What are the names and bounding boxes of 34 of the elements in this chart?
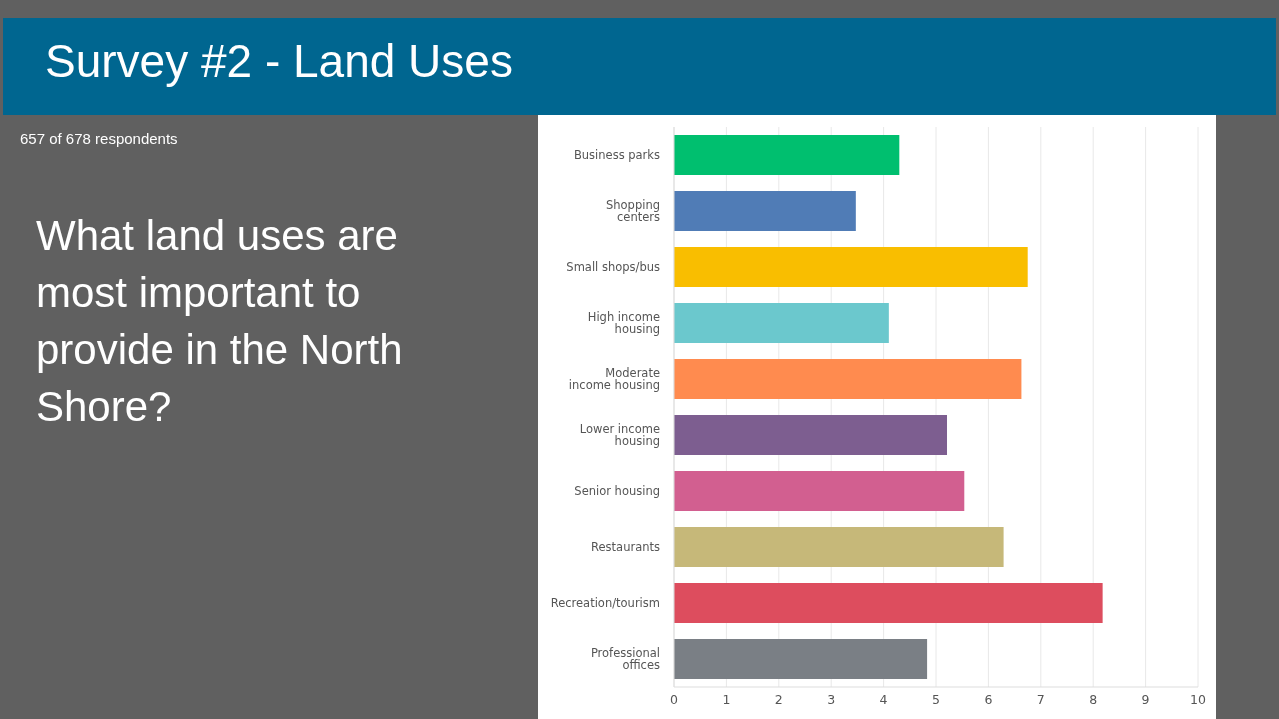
y-tick-label: Shopping centers xyxy=(605,198,660,224)
x-tick-label: 10 xyxy=(1190,691,1206,707)
y-tick-label: Lower income housing xyxy=(579,422,660,448)
x-tick-label: 5 xyxy=(932,691,940,707)
x-tick-label: 0 xyxy=(670,691,679,707)
x-tick-label: 3 xyxy=(827,691,836,707)
y-tick-label: Small shops/bus xyxy=(566,260,660,275)
y-tick-label: Professional offices xyxy=(590,646,661,672)
y-tick-label: Moderate income housing xyxy=(568,366,660,392)
x-tick-label: 2 xyxy=(774,691,783,707)
x-tick-label: 7 xyxy=(1036,691,1045,707)
bar xyxy=(674,359,1022,399)
bar xyxy=(674,135,900,175)
x-tick-label: 1 xyxy=(722,691,731,707)
text: What land uses are most important to provide in the North Shore? xyxy=(36,211,404,432)
y-tick-label: Business parks xyxy=(573,148,661,163)
y-tick-label: Recreation/tourism xyxy=(550,596,660,611)
text: Survey #2 - Land Uses xyxy=(45,34,513,88)
y-tick-label: High income housing xyxy=(587,310,660,336)
bar xyxy=(674,303,889,343)
x-tick-label: 4 xyxy=(879,691,888,707)
bar xyxy=(674,527,1004,567)
bar xyxy=(674,471,965,511)
x-tick-label: 8 xyxy=(1089,691,1098,707)
bar xyxy=(674,639,928,679)
y-tick-label: Restaurants xyxy=(591,540,660,555)
bar xyxy=(674,247,1028,287)
bar xyxy=(674,415,947,455)
bar xyxy=(674,191,856,231)
x-tick-label: 9 xyxy=(1141,691,1150,707)
y-tick-label: Senior housing xyxy=(574,484,660,499)
bar xyxy=(674,583,1103,623)
text: 657 of 678 respondents xyxy=(20,130,178,147)
x-tick-label: 6 xyxy=(984,691,993,707)
